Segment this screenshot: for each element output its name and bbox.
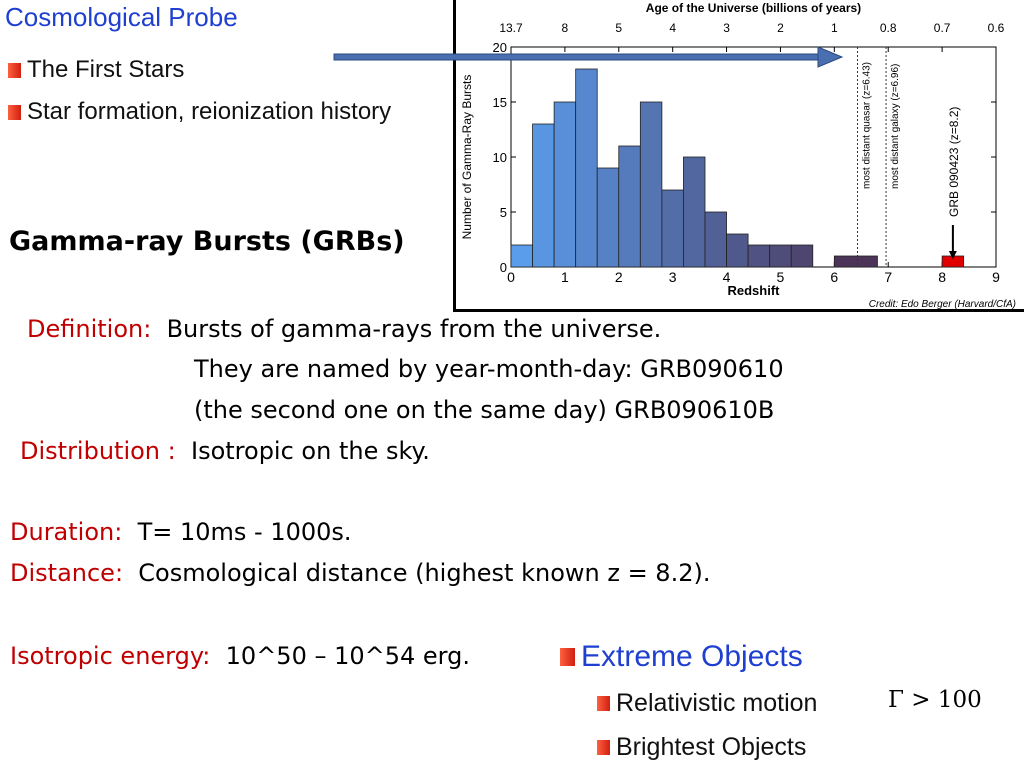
extreme-objects-label: Extreme Objects (581, 640, 803, 673)
top-tick-label: 8 (562, 21, 569, 35)
annotation-label: GRB 090423 (z=8.2) (947, 107, 961, 217)
x-axis-label: Redshift (728, 283, 781, 298)
distribution-line: Distribution : Isotropic on the sky. (20, 437, 430, 465)
histogram-bar (833, 255, 878, 268)
histogram-bar (510, 244, 533, 268)
grb-redshift-chart: Age of the Universe (billions of years) 1… (453, 0, 1024, 312)
chart-title: Age of the Universe (billions of years) (646, 1, 861, 15)
bullet-square-icon (8, 62, 21, 78)
distance-line: Distance: Cosmological distance (highest… (10, 559, 710, 587)
bullet-brightest-label: Brightest Objects (616, 733, 807, 761)
chart-credit: Credit: Edo Berger (Harvard/CfA) (869, 299, 1016, 309)
x-tick-label: 8 (938, 269, 946, 285)
top-tick-label: 3 (723, 21, 730, 35)
histogram-bar (747, 244, 771, 268)
distance-label: Distance: (10, 559, 124, 587)
distribution-text: Isotropic on the sky. (191, 437, 430, 465)
histogram-bar (704, 211, 727, 268)
annotation-arrow-head (948, 251, 957, 259)
energy-text: 10^50 – 10^54 erg. (225, 642, 470, 670)
histogram-bar (639, 101, 663, 268)
top-tick-label: 0.6 (988, 21, 1005, 35)
histogram-bar (726, 233, 749, 268)
y-tick-label: 15 (493, 95, 507, 110)
x-tick-label: 9 (992, 269, 1000, 285)
arrow-head (817, 46, 844, 68)
histogram-bar (596, 167, 620, 268)
bullet-relativistic-label: Relativistic motion (616, 689, 818, 717)
top-tick-label: 4 (669, 21, 676, 35)
top-tick-label: 1 (831, 21, 838, 35)
x-tick-label: 4 (723, 269, 731, 285)
annotation-label: most distant galaxy (z=6.96) (890, 64, 901, 189)
histogram-bar (532, 123, 555, 268)
y-tick-label: 0 (500, 260, 507, 275)
duration-text: T= 10ms - 1000s. (137, 518, 352, 546)
y-tick-label: 10 (493, 150, 507, 165)
bullet-square-icon (597, 740, 610, 755)
definition-line: Definition: Bursts of gamma-rays from th… (27, 315, 661, 343)
histogram-bar (553, 101, 577, 268)
top-tick-label: 0.7 (934, 21, 951, 35)
y-axis-label: Number of Gamma-Ray Bursts (460, 75, 474, 240)
distribution-label: Distribution : (20, 437, 176, 465)
distance-text: Cosmological distance (highest known z =… (138, 559, 711, 587)
duration-label: Duration: (10, 518, 123, 546)
chart-svg: Age of the Universe (billions of years) 1… (460, 1, 1016, 310)
energy-line: Isotropic energy: 10^50 – 10^54 erg. (10, 642, 470, 670)
bullet-relativistic: Relativistic motion (597, 689, 817, 718)
top-tick-label: 5 (615, 21, 622, 35)
bullet-square-icon (597, 696, 610, 711)
extreme-objects-title: Extreme Objects (560, 640, 803, 674)
x-tick-label: 2 (615, 269, 623, 285)
top-tick-label: 0.8 (880, 21, 897, 35)
y-tick-label: 20 (493, 40, 507, 55)
x-tick-label: 5 (777, 269, 785, 285)
histogram-bar (661, 189, 684, 268)
bullet-brightest: Brightest Objects (597, 733, 806, 762)
definition-label: Definition: (27, 315, 152, 343)
slide-title: Cosmological Probe (5, 2, 238, 32)
top-tick-label: 13.7 (499, 21, 523, 35)
naming-line-2: (the second one on the same day) GRB0906… (194, 396, 775, 424)
histogram-bar (790, 244, 814, 268)
bullet-first-stars-label: The First Stars (27, 56, 185, 83)
arrow-shaft (333, 53, 821, 61)
x-tick-label: 6 (830, 269, 838, 285)
histogram-bar (683, 156, 706, 268)
x-tick-label: 0 (507, 269, 515, 285)
x-tick-label: 7 (884, 269, 892, 285)
x-tick-label: 1 (561, 269, 569, 285)
grb-heading: Gamma-ray Bursts (GRBs) (9, 226, 405, 257)
gamma-expression: Γ > 100 (888, 687, 982, 713)
energy-label: Isotropic energy: (10, 642, 211, 670)
bullet-square-icon (8, 104, 21, 120)
duration-line: Duration: T= 10ms - 1000s. (10, 518, 352, 546)
bullet-first-stars: The First Stars (8, 56, 184, 84)
bullet-star-formation-label: Star formation, reionization history (27, 98, 392, 125)
definition-text: Bursts of gamma-rays from the universe. (166, 315, 662, 343)
histogram-bar (769, 244, 792, 268)
naming-line-1: They are named by year-month-day: GRB090… (194, 355, 784, 383)
histogram-bar (618, 145, 641, 268)
top-tick-label: 2 (777, 21, 784, 35)
pointer-arrow (333, 46, 844, 68)
histogram-bar (575, 68, 598, 268)
annotation-label: most distant quasar (z=6.43) (862, 62, 873, 189)
bullet-star-formation: Star formation, reionization history (8, 98, 391, 126)
y-tick-label: 5 (500, 205, 507, 220)
x-tick-label: 3 (669, 269, 677, 285)
bullet-square-icon (560, 648, 575, 666)
